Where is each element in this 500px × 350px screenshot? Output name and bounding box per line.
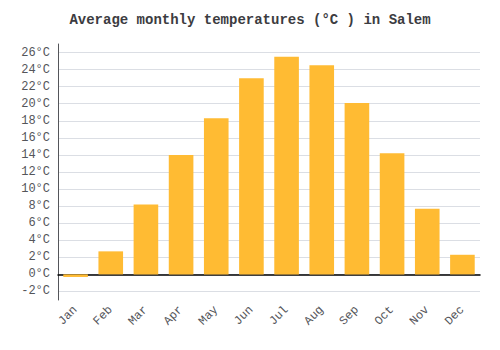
svg-text:May: May <box>196 303 221 328</box>
svg-text:Dec: Dec <box>442 303 467 328</box>
svg-text:4°C: 4°C <box>28 233 50 247</box>
svg-text:16°C: 16°C <box>21 131 50 145</box>
svg-text:Mar: Mar <box>126 303 151 328</box>
svg-text:Average monthly temperatures (: Average monthly temperatures (°C ) in Sa… <box>69 12 430 28</box>
svg-text:18°C: 18°C <box>21 114 50 128</box>
svg-text:8°C: 8°C <box>28 199 50 213</box>
svg-text:10°C: 10°C <box>21 182 50 196</box>
svg-text:Apr: Apr <box>161 303 186 328</box>
svg-text:Nov: Nov <box>407 303 432 328</box>
svg-text:Jul: Jul <box>266 303 291 328</box>
svg-text:Aug: Aug <box>302 303 327 328</box>
svg-text:20°C: 20°C <box>21 97 50 111</box>
svg-text:Sep: Sep <box>337 303 362 328</box>
svg-text:26°C: 26°C <box>21 46 50 60</box>
svg-text:0°C: 0°C <box>28 267 50 281</box>
svg-text:12°C: 12°C <box>21 165 50 179</box>
svg-text:-2°C: -2°C <box>21 284 50 298</box>
svg-text:22°C: 22°C <box>21 80 50 94</box>
svg-text:Jun: Jun <box>231 303 256 328</box>
svg-text:Oct: Oct <box>372 303 397 328</box>
svg-text:Jan: Jan <box>55 303 80 328</box>
svg-text:2°C: 2°C <box>28 250 50 264</box>
svg-text:6°C: 6°C <box>28 216 50 230</box>
svg-text:Feb: Feb <box>91 303 116 328</box>
svg-text:14°C: 14°C <box>21 148 50 162</box>
svg-text:24°C: 24°C <box>21 63 50 77</box>
